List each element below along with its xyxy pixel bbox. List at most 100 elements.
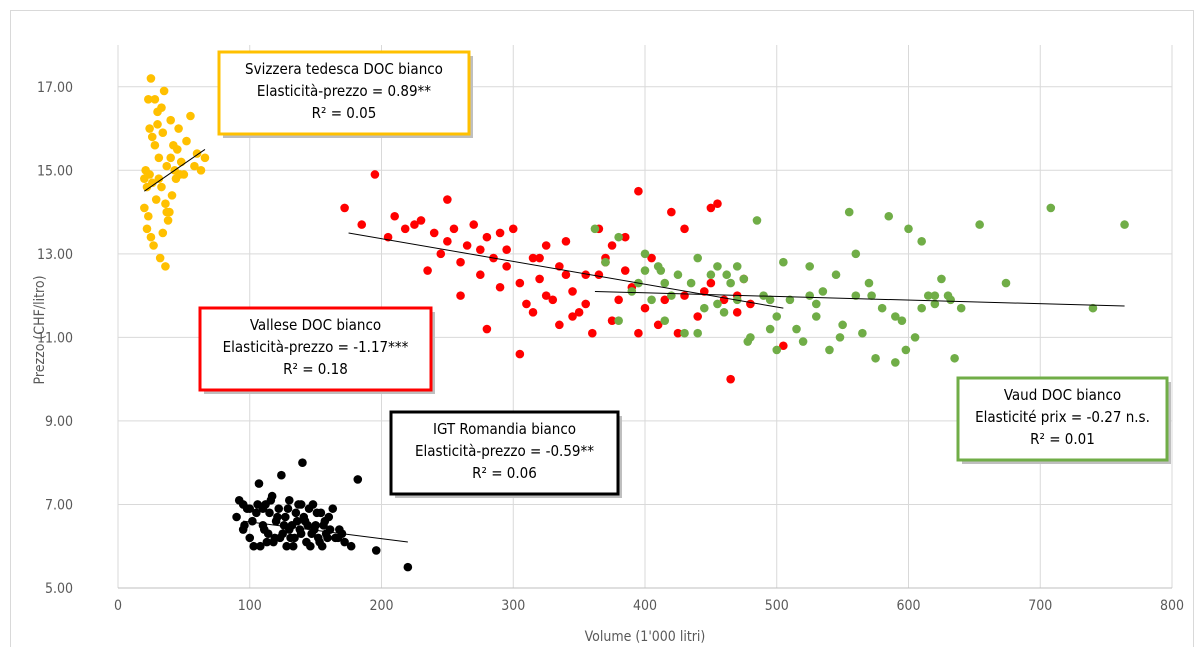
annotation-text: Elasticità-prezzo = -0.59** — [415, 442, 594, 460]
data-point — [252, 508, 261, 518]
data-point — [273, 512, 282, 522]
data-point — [502, 245, 511, 254]
data-point — [283, 504, 293, 513]
data-point — [798, 337, 808, 346]
data-point — [238, 500, 248, 509]
data-point — [282, 541, 291, 551]
data-point — [858, 328, 867, 338]
data-point — [726, 374, 735, 384]
data-point — [423, 266, 432, 275]
data-point — [353, 475, 363, 484]
y-axis-title: Prezzo (CHF/litro) — [32, 276, 48, 385]
data-point — [765, 295, 775, 305]
data-point — [818, 287, 828, 296]
data-point — [871, 353, 880, 363]
data-point — [150, 140, 160, 150]
data-point — [706, 278, 716, 288]
data-point — [772, 345, 782, 355]
data-point — [713, 199, 722, 209]
data-point — [825, 345, 834, 355]
data-point — [693, 312, 702, 321]
data-point — [303, 521, 313, 530]
data-point — [154, 174, 164, 183]
data-point — [328, 504, 338, 513]
data-point — [147, 132, 157, 142]
data-point — [561, 237, 571, 246]
data-point — [811, 299, 821, 309]
data-point — [620, 266, 630, 275]
data-point — [443, 195, 452, 204]
data-point — [286, 533, 295, 543]
data-point — [891, 358, 900, 367]
data-point — [371, 546, 381, 555]
data-point — [693, 253, 702, 263]
data-point — [950, 353, 959, 363]
data-point — [541, 241, 551, 250]
data-point — [581, 299, 591, 309]
data-point — [743, 337, 753, 346]
data-point — [765, 324, 775, 334]
data-point — [706, 270, 716, 280]
data-point — [288, 541, 298, 551]
data-point — [838, 320, 847, 330]
annotation-text: Elasticité prix = -0.27 n.s. — [975, 408, 1150, 426]
data-point — [680, 291, 689, 300]
data-point — [601, 257, 610, 267]
data-point — [292, 516, 302, 526]
data-point — [232, 512, 241, 522]
data-point — [884, 211, 894, 221]
data-point — [245, 533, 255, 543]
data-point — [515, 278, 525, 288]
data-point — [930, 299, 940, 309]
data-point — [713, 299, 722, 309]
data-point — [284, 495, 294, 505]
data-point — [653, 320, 663, 330]
data-point — [722, 270, 731, 280]
data-point — [975, 220, 984, 229]
data-point — [186, 111, 195, 121]
data-point — [161, 199, 170, 209]
y-tick-label: 7.00 — [45, 497, 73, 513]
data-point — [901, 345, 911, 355]
data-point — [568, 312, 577, 321]
data-point — [159, 86, 169, 96]
data-point — [541, 291, 551, 300]
annotation-text: Elasticità-prezzo = 0.89** — [257, 82, 431, 100]
data-point — [245, 504, 255, 513]
data-point — [811, 312, 821, 321]
data-point — [851, 249, 861, 259]
data-point — [443, 237, 452, 246]
data-point — [142, 224, 152, 234]
data-point — [732, 262, 742, 271]
data-point — [502, 262, 511, 271]
annotation-box: Svizzera tedesca DOC bianco Elasticità-pr… — [217, 50, 473, 138]
data-point — [323, 533, 332, 543]
data-point — [528, 253, 538, 263]
data-point — [153, 120, 162, 129]
x-tick-label: 200 — [369, 598, 393, 614]
annotation-box: Vaud DOC bianco Elasticité prix = -0.27 n… — [956, 376, 1171, 464]
data-point — [897, 316, 907, 325]
data-point — [277, 470, 286, 480]
data-point — [315, 537, 324, 547]
annotation-text: R² = 0.05 — [312, 104, 377, 122]
data-point — [259, 525, 269, 534]
data-point — [145, 124, 154, 133]
data-point — [699, 287, 709, 296]
axes: 0 100 200 300 400 500 600 700 800 5.00 7.00 9.00 11.… — [37, 80, 1184, 614]
data-point — [140, 203, 149, 213]
data-point — [476, 245, 485, 254]
data-point — [340, 537, 349, 547]
data-point — [620, 232, 630, 242]
x-tick-label: 400 — [633, 598, 657, 614]
data-point — [400, 224, 410, 234]
data-point — [680, 224, 689, 234]
annotation-text: R² = 0.06 — [472, 464, 537, 482]
annotation-text: R² = 0.18 — [283, 360, 348, 378]
data-point — [163, 216, 173, 225]
data-point — [910, 333, 920, 342]
x-tick-label: 500 — [765, 598, 789, 614]
data-point — [779, 341, 788, 351]
data-point — [785, 295, 795, 305]
data-point — [299, 512, 309, 522]
